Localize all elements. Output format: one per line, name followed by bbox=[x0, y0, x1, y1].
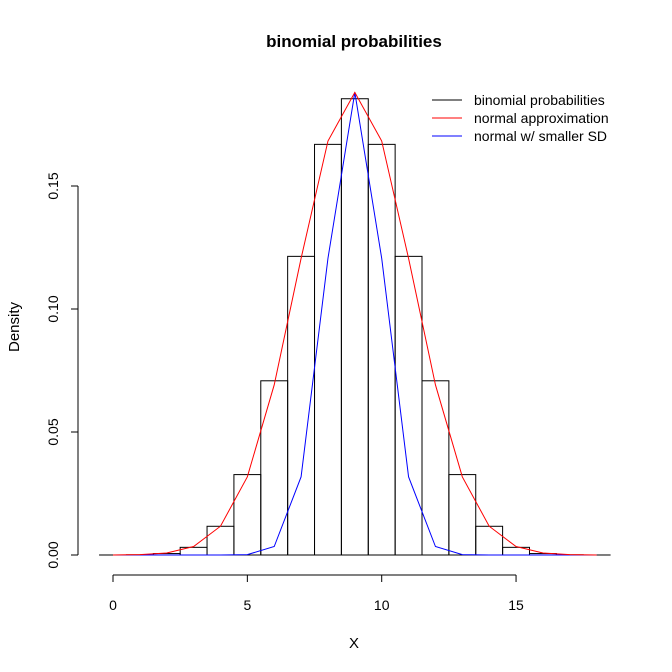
histogram-bar bbox=[421, 380, 450, 556]
y-tick-label: 0.10 bbox=[45, 295, 61, 322]
histogram-bar bbox=[448, 474, 477, 556]
histogram-bar bbox=[475, 525, 504, 556]
x-tick-label: 0 bbox=[109, 597, 117, 613]
histogram-bar bbox=[367, 143, 396, 556]
legend-label: normal w/ smaller SD bbox=[474, 128, 607, 144]
x-tick-label: 15 bbox=[508, 597, 524, 613]
x-axis: 0 5 10 15 bbox=[109, 574, 524, 613]
y-tick-label: 0.15 bbox=[45, 172, 61, 199]
histogram-bar bbox=[206, 525, 235, 556]
x-tick-label: 5 bbox=[243, 597, 251, 613]
series-line bbox=[113, 92, 597, 556]
legend: binomial probabilities normal approximati… bbox=[432, 92, 609, 144]
y-axis: 0.00 0.05 0.10 0.15 bbox=[45, 172, 79, 569]
density-lines bbox=[112, 91, 597, 556]
chart-title: binomial probabilities bbox=[266, 32, 442, 51]
histogram-bar bbox=[260, 380, 289, 556]
histogram-bar bbox=[340, 98, 369, 556]
histogram-bar bbox=[233, 474, 262, 556]
x-tick-label: 10 bbox=[374, 597, 390, 613]
y-axis-label: Density bbox=[6, 301, 23, 352]
histogram-bar bbox=[314, 143, 342, 556]
legend-label: normal approximation bbox=[474, 110, 609, 126]
legend-label: binomial probabilities bbox=[474, 92, 605, 108]
y-tick-label: 0.00 bbox=[45, 541, 61, 568]
histogram-bars bbox=[99, 98, 611, 556]
x-axis-label: X bbox=[349, 635, 359, 652]
y-tick-label: 0.05 bbox=[45, 418, 61, 445]
series-line bbox=[112, 91, 597, 556]
